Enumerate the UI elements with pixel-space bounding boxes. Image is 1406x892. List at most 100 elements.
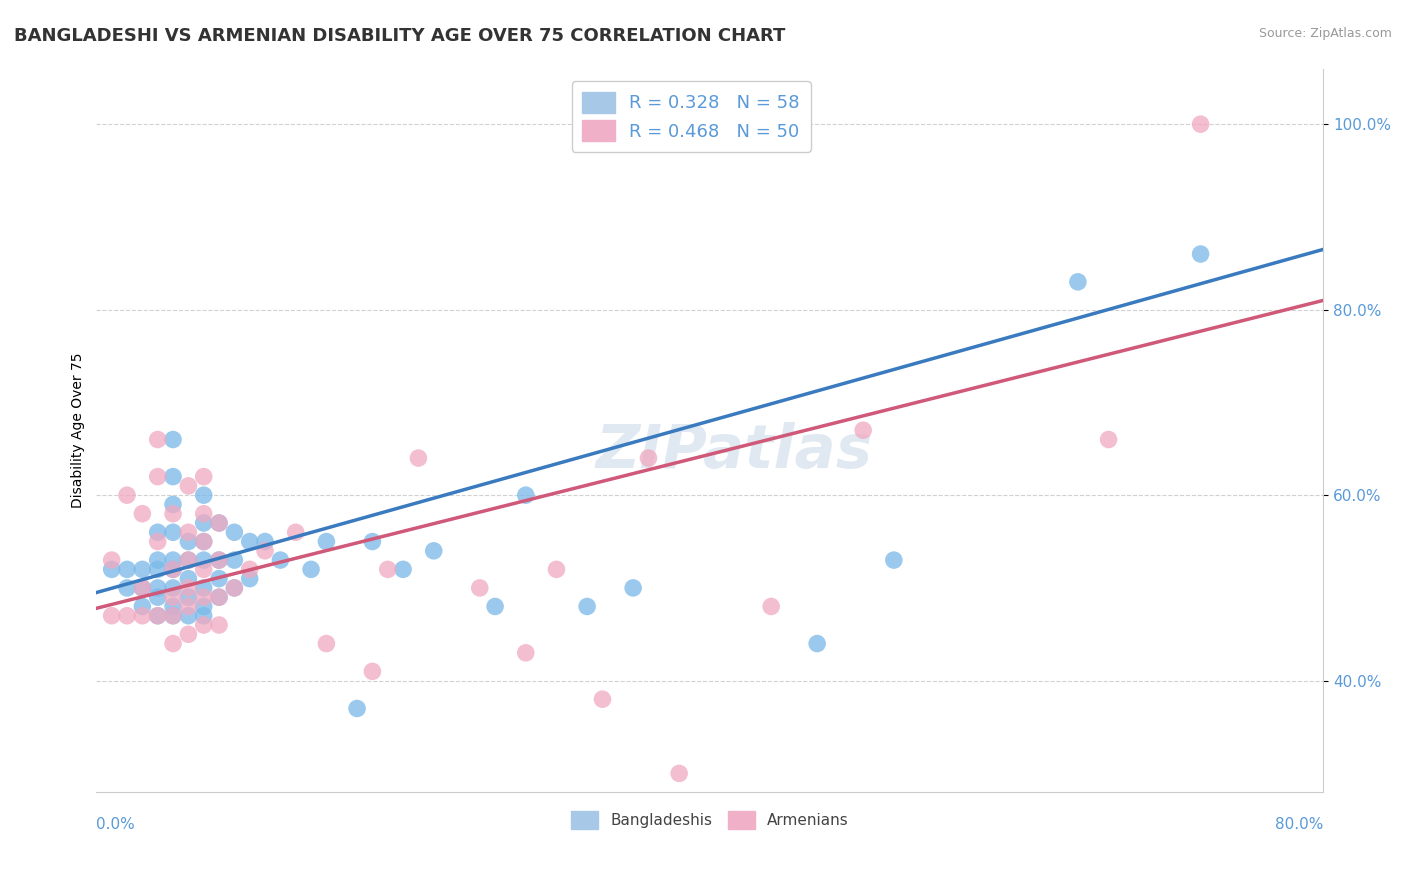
Point: [224, 581, 246, 595]
Point: [146, 534, 169, 549]
Point: [162, 469, 184, 483]
Point: [162, 636, 184, 650]
Point: [299, 562, 322, 576]
Point: [484, 599, 506, 614]
Point: [1097, 433, 1119, 447]
Point: [208, 516, 231, 530]
Point: [177, 590, 200, 604]
Point: [146, 562, 169, 576]
Point: [162, 498, 184, 512]
Text: ZIPatlas: ZIPatlas: [596, 423, 873, 482]
Point: [193, 469, 215, 483]
Point: [408, 451, 430, 466]
Point: [146, 608, 169, 623]
Point: [239, 572, 262, 586]
Point: [115, 581, 138, 595]
Point: [177, 627, 200, 641]
Point: [131, 507, 153, 521]
Point: [162, 507, 184, 521]
Point: [146, 553, 169, 567]
Point: [146, 608, 169, 623]
Point: [177, 608, 200, 623]
Point: [131, 581, 153, 595]
Point: [852, 423, 875, 437]
Point: [177, 525, 200, 540]
Point: [193, 516, 215, 530]
Point: [468, 581, 491, 595]
Text: BANGLADESHI VS ARMENIAN DISABILITY AGE OVER 75 CORRELATION CHART: BANGLADESHI VS ARMENIAN DISABILITY AGE O…: [14, 27, 786, 45]
Point: [361, 665, 384, 679]
Point: [208, 618, 231, 632]
Point: [162, 525, 184, 540]
Point: [146, 469, 169, 483]
Point: [162, 433, 184, 447]
Point: [254, 544, 277, 558]
Point: [193, 599, 215, 614]
Point: [131, 599, 153, 614]
Point: [193, 618, 215, 632]
Point: [162, 562, 184, 576]
Point: [621, 581, 644, 595]
Point: [177, 553, 200, 567]
Point: [193, 608, 215, 623]
Point: [1067, 275, 1090, 289]
Point: [591, 692, 613, 706]
Point: [576, 599, 599, 614]
Point: [193, 534, 215, 549]
Point: [224, 525, 246, 540]
Point: [361, 534, 384, 549]
Point: [146, 581, 169, 595]
Point: [883, 553, 905, 567]
Point: [162, 590, 184, 604]
Point: [208, 553, 231, 567]
Point: [162, 562, 184, 576]
Point: [193, 562, 215, 576]
Point: [131, 608, 153, 623]
Point: [115, 608, 138, 623]
Point: [146, 525, 169, 540]
Point: [208, 516, 231, 530]
Text: Source: ZipAtlas.com: Source: ZipAtlas.com: [1258, 27, 1392, 40]
Point: [193, 488, 215, 502]
Point: [208, 553, 231, 567]
Point: [239, 534, 262, 549]
Point: [193, 534, 215, 549]
Y-axis label: Disability Age Over 75: Disability Age Over 75: [72, 352, 86, 508]
Point: [546, 562, 568, 576]
Legend: Bangladeshis, Armenians: Bangladeshis, Armenians: [564, 805, 855, 835]
Point: [146, 590, 169, 604]
Point: [177, 479, 200, 493]
Point: [177, 534, 200, 549]
Point: [1189, 117, 1212, 131]
Point: [315, 534, 337, 549]
Point: [224, 553, 246, 567]
Point: [668, 766, 690, 780]
Point: [315, 636, 337, 650]
Text: 0.0%: 0.0%: [97, 817, 135, 832]
Point: [162, 608, 184, 623]
Point: [162, 608, 184, 623]
Point: [224, 581, 246, 595]
Point: [193, 581, 215, 595]
Point: [162, 553, 184, 567]
Point: [177, 553, 200, 567]
Point: [208, 590, 231, 604]
Point: [208, 572, 231, 586]
Point: [100, 608, 122, 623]
Point: [515, 488, 537, 502]
Point: [115, 562, 138, 576]
Point: [254, 534, 277, 549]
Point: [146, 433, 169, 447]
Point: [637, 451, 659, 466]
Point: [162, 581, 184, 595]
Point: [100, 553, 122, 567]
Point: [193, 553, 215, 567]
Point: [208, 590, 231, 604]
Point: [162, 599, 184, 614]
Point: [131, 581, 153, 595]
Text: 80.0%: 80.0%: [1275, 817, 1323, 832]
Point: [193, 590, 215, 604]
Point: [115, 488, 138, 502]
Point: [806, 636, 828, 650]
Point: [392, 562, 415, 576]
